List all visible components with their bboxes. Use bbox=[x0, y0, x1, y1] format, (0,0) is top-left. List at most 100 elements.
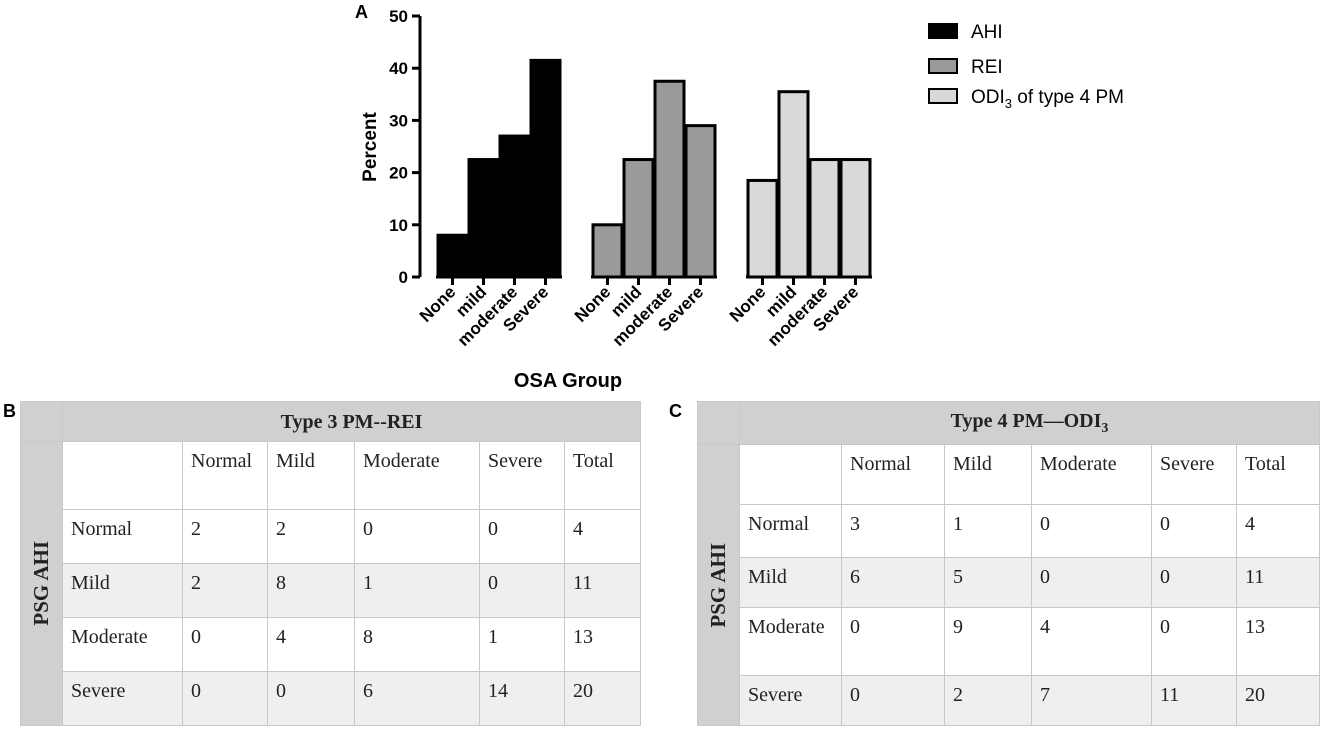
table-b-side-label: PSG AHI bbox=[20, 441, 63, 726]
x-tick-label: None bbox=[726, 282, 769, 325]
table-b-row-label: Mild bbox=[62, 563, 183, 618]
table-c-cell: 0 bbox=[1151, 504, 1237, 559]
table-b-corner bbox=[20, 401, 63, 442]
bar-ahi-none bbox=[436, 233, 469, 279]
table-c-row-label: Mild bbox=[739, 557, 842, 609]
table-b-cell: 20 bbox=[563, 671, 642, 726]
table-b-cell: 6 bbox=[354, 671, 480, 726]
table-type3-rei: Type 3 PM--REI PSG AHI Normal Mild Moder… bbox=[20, 401, 642, 726]
y-tick-label: 50 bbox=[389, 7, 408, 26]
table-row: Severe 0 2 7 11 20 bbox=[698, 675, 1321, 727]
x-axis-label: OSA Group bbox=[514, 370, 622, 392]
x-tick-label: None bbox=[571, 282, 614, 325]
y-tick-label: 0 bbox=[399, 268, 408, 287]
table-c-header: Severe bbox=[1151, 444, 1237, 506]
table-row: Normal 3 1 0 0 4 bbox=[698, 504, 1321, 559]
table-c-cell: 0 bbox=[841, 607, 945, 677]
table-c-cell: 0 bbox=[1031, 557, 1152, 609]
table-c-corner bbox=[697, 400, 740, 446]
table-b-cell: 0 bbox=[267, 671, 355, 726]
table-c-header-blank bbox=[739, 444, 842, 506]
table-row: Mild 2 8 1 0 11 bbox=[21, 563, 642, 618]
table-row: Severe 0 0 6 14 20 bbox=[21, 671, 642, 726]
table-c-cell: 0 bbox=[841, 675, 945, 727]
legend-label-ahi: AHI bbox=[971, 22, 1003, 43]
bar-ahi-moderate bbox=[498, 134, 531, 279]
table-row: Moderate 0 9 4 0 13 bbox=[698, 607, 1321, 677]
table-c-cell: 6 bbox=[841, 557, 945, 609]
bar-odi3-severe bbox=[839, 158, 872, 279]
bar-odi3-none bbox=[746, 178, 779, 279]
table-b-row-label: Normal bbox=[62, 509, 183, 564]
table-b-title: Type 3 PM--REI bbox=[61, 401, 642, 442]
panel-label-c: C bbox=[669, 401, 682, 421]
legend-swatch-ahi bbox=[928, 23, 958, 39]
legend-swatch-rei bbox=[928, 58, 958, 74]
legend: AHI REI ODI3 of type 4 PM bbox=[928, 22, 1124, 111]
table-b-row-label: Severe bbox=[62, 671, 183, 726]
table-b-cell: 0 bbox=[182, 671, 268, 726]
table-c-cell: 3 bbox=[841, 504, 945, 559]
table-c-cell: 9 bbox=[944, 607, 1032, 677]
y-axis-label: Percent bbox=[360, 111, 381, 181]
table-row: Normal 2 2 0 0 4 bbox=[21, 509, 642, 564]
table-b-header: Total bbox=[563, 441, 642, 510]
table-b-cell: 1 bbox=[354, 563, 480, 618]
table-b-cell: 0 bbox=[354, 509, 480, 564]
table-b-header: Moderate bbox=[354, 441, 480, 510]
table-c-cell: 1 bbox=[944, 504, 1032, 559]
table-b-row-label: Moderate bbox=[62, 617, 183, 672]
table-c-cell: 13 bbox=[1235, 607, 1321, 677]
panel-label-a: A bbox=[355, 2, 368, 22]
table-b-cell: 14 bbox=[479, 671, 565, 726]
table-c-cell: 4 bbox=[1235, 504, 1321, 559]
table-b-cell: 2 bbox=[267, 509, 355, 564]
bar-rei-moderate bbox=[653, 79, 686, 279]
y-tick-label: 40 bbox=[389, 59, 408, 78]
bar-ahi-mild bbox=[467, 158, 500, 279]
table-b-header-blank bbox=[62, 441, 183, 510]
y-axis: 0 10 20 30 40 50 bbox=[389, 7, 422, 287]
table-b-cell: 0 bbox=[479, 563, 565, 618]
bar-rei-severe bbox=[684, 124, 717, 279]
table-c-row-label: Normal bbox=[739, 504, 842, 559]
table-c-cell: 7 bbox=[1031, 675, 1152, 727]
table-row: Moderate 0 4 8 1 13 bbox=[21, 617, 642, 672]
table-c-header: Mild bbox=[944, 444, 1032, 506]
table-b-cell: 11 bbox=[563, 563, 642, 618]
table-b-cell: 2 bbox=[182, 509, 268, 564]
table-c-row-label: Severe bbox=[739, 675, 842, 727]
table-c-cell: 11 bbox=[1151, 675, 1237, 727]
table-b-cell: 2 bbox=[182, 563, 268, 618]
table-b-cell: 4 bbox=[267, 617, 355, 672]
table-c-side-label: PSG AHI bbox=[697, 444, 740, 727]
bars bbox=[436, 58, 872, 279]
table-c-row-label: Moderate bbox=[739, 607, 842, 677]
table-c-cell: 0 bbox=[1031, 504, 1152, 559]
table-c-header: Moderate bbox=[1031, 444, 1152, 506]
legend-label-rei: REI bbox=[971, 57, 1003, 78]
table-c-cell: 4 bbox=[1031, 607, 1152, 677]
bar-odi3-mild bbox=[777, 90, 810, 279]
table-b-cell: 1 bbox=[479, 617, 565, 672]
bar-rei-none bbox=[591, 223, 624, 279]
table-b-header: Severe bbox=[479, 441, 565, 510]
table-c-cell: 0 bbox=[1151, 607, 1237, 677]
table-row: Mild 6 5 0 0 11 bbox=[698, 557, 1321, 609]
bar-ahi-severe bbox=[529, 58, 562, 279]
table-c-cell: 2 bbox=[944, 675, 1032, 727]
table-b-cell: 8 bbox=[267, 563, 355, 618]
table-b-cell: 13 bbox=[563, 617, 642, 672]
legend-label-odi: ODI3 of type 4 PM bbox=[971, 87, 1124, 111]
y-tick-label: 30 bbox=[389, 111, 408, 130]
table-c-cell: 11 bbox=[1235, 557, 1321, 609]
table-c-cell: 5 bbox=[944, 557, 1032, 609]
table-b-cell: 0 bbox=[479, 509, 565, 564]
table-b-header: Normal bbox=[182, 441, 268, 510]
table-b-header: Mild bbox=[267, 441, 355, 510]
bar-odi3-moderate bbox=[808, 158, 841, 279]
table-c-cell: 0 bbox=[1151, 557, 1237, 609]
y-tick-label: 20 bbox=[389, 164, 408, 183]
